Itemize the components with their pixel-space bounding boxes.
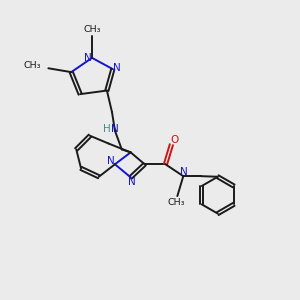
Text: CH₃: CH₃ (23, 61, 41, 70)
Text: H: H (103, 124, 110, 134)
Text: N: N (111, 124, 119, 134)
Text: N: N (106, 156, 114, 166)
Text: N: N (84, 53, 92, 63)
Text: O: O (171, 136, 179, 146)
Text: N: N (113, 63, 121, 73)
Text: CH₃: CH₃ (83, 25, 101, 34)
Text: CH₃: CH₃ (167, 197, 184, 206)
Text: N: N (128, 176, 136, 187)
Text: N: N (180, 167, 188, 177)
